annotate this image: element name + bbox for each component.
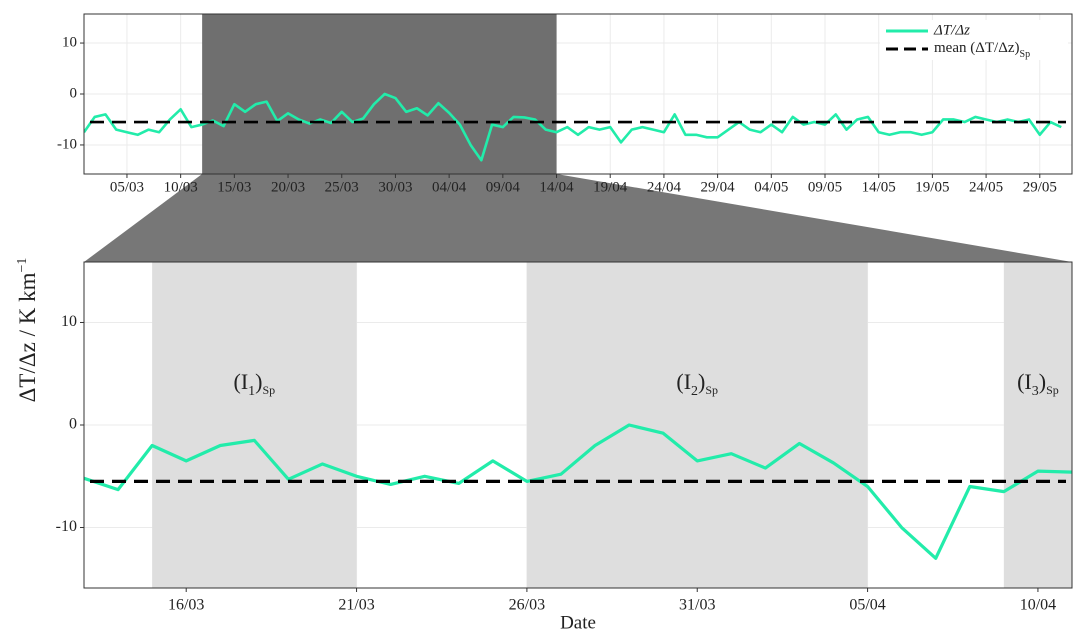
- x-tick-label: 04/04: [432, 179, 467, 195]
- data-line: [84, 423, 1072, 560]
- legend-label: mean (ΔT/Δz)Sp: [934, 40, 1030, 59]
- x-tick-label: 30/03: [378, 179, 412, 195]
- legend-label-text: mean (ΔT/Δz): [934, 40, 1020, 56]
- x-tick-label: 05/04: [849, 597, 885, 614]
- interval-label-part: Sp: [262, 383, 275, 397]
- y-axis-title-text: ΔT/Δz / K km: [15, 272, 40, 402]
- y-tick-label: -10: [56, 518, 77, 535]
- x-tick-label: 09/04: [486, 179, 521, 195]
- x-tick-label: 16/03: [168, 597, 204, 614]
- highlight-region: [202, 14, 557, 174]
- interval-label-part: ): [255, 369, 262, 394]
- x-tick-label: 15/03: [217, 179, 251, 195]
- x-tick-label: 24/05: [969, 179, 1003, 195]
- x-tick-label: 21/03: [338, 597, 374, 614]
- interval-label-part: Sp: [705, 383, 718, 397]
- y-tick-label: 10: [61, 313, 77, 330]
- x-tick-label: 26/03: [509, 597, 545, 614]
- y-axis-title-sup: −1: [15, 258, 30, 273]
- interval-label-part: (I: [1017, 369, 1032, 394]
- y-axis-title: ΔT/Δz / K km−1: [15, 258, 41, 403]
- interval-label-part: 1: [248, 384, 255, 399]
- x-tick-label: 04/05: [754, 179, 788, 195]
- x-tick-label: 10/03: [164, 179, 198, 195]
- y-tick-label: 10: [62, 34, 77, 50]
- y-tick-label: -10: [57, 136, 77, 152]
- x-tick-label: 09/05: [808, 179, 842, 195]
- x-tick-label: 19/04: [593, 179, 628, 195]
- interval-label-part: ): [698, 369, 705, 394]
- interval-label-part: (I: [234, 369, 249, 394]
- interval-label-part: 2: [691, 384, 698, 399]
- x-tick-label: 29/04: [701, 179, 736, 195]
- legend-label-sub: Sp: [1020, 49, 1031, 60]
- x-tick-label: 14/05: [862, 179, 896, 195]
- interval-label: (I2)Sp: [676, 369, 718, 399]
- x-axis-title: Date: [560, 612, 596, 633]
- legend-label: ΔT/Δz: [933, 22, 970, 38]
- x-tick-label: 31/03: [679, 597, 715, 614]
- legend-background: [880, 20, 1068, 60]
- interval-label-part: 3: [1032, 384, 1039, 399]
- interval-label-part: ): [1039, 369, 1046, 394]
- interval-label: (I1)Sp: [234, 369, 276, 399]
- x-tick-label: 25/03: [325, 179, 359, 195]
- x-tick-label: 20/03: [271, 179, 305, 195]
- x-tick-label: 24/04: [647, 179, 682, 195]
- interval-label: (I3)Sp: [1017, 369, 1059, 399]
- interval-label-part: Sp: [1046, 383, 1059, 397]
- interval-region: [526, 262, 868, 588]
- x-tick-label: 14/04: [539, 179, 574, 195]
- interval-region: [152, 262, 357, 588]
- y-tick-label: 0: [69, 416, 77, 433]
- zoom-connector: [84, 174, 1072, 262]
- y-tick-label: 0: [70, 85, 78, 101]
- x-tick-label: 10/04: [1020, 597, 1056, 614]
- x-tick-label: 19/05: [915, 179, 949, 195]
- x-tick-label: 29/05: [1023, 179, 1057, 195]
- x-tick-label: 05/03: [110, 179, 144, 195]
- data-line: [84, 92, 1062, 162]
- interval-region: [1003, 262, 1072, 588]
- interval-label-part: (I: [676, 369, 691, 394]
